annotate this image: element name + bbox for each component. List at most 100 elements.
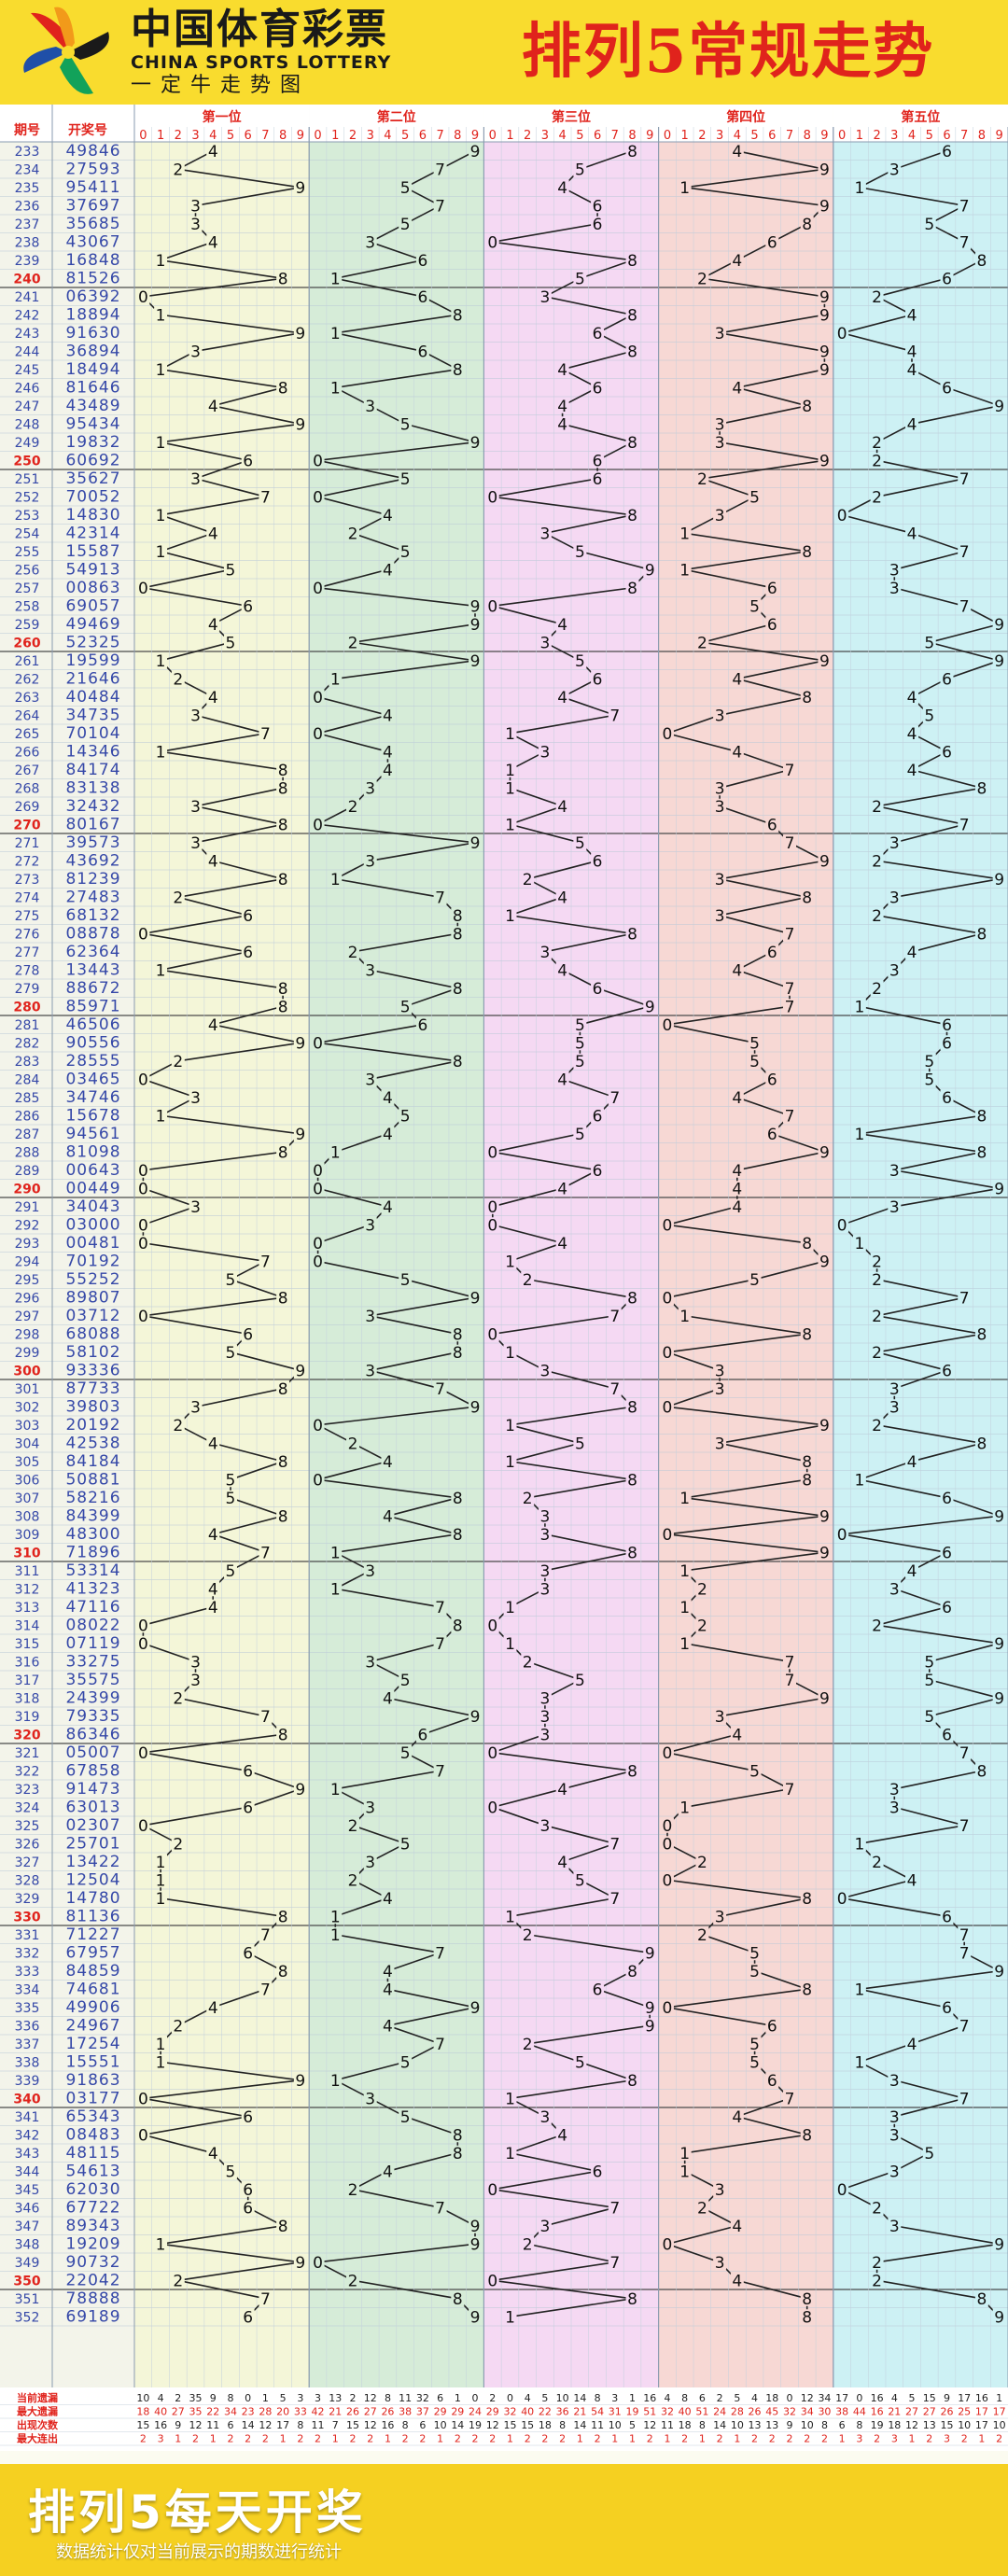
digit-marker-bg — [503, 1909, 517, 1925]
digit-marker-bg — [206, 1581, 220, 1597]
digit-marker-bg — [259, 2290, 273, 2306]
stats-value: 27 — [364, 2406, 377, 2418]
draw-number: 00863 — [65, 579, 120, 597]
digit-marker-bg — [503, 2309, 517, 2325]
digit-marker: 7 — [260, 1981, 271, 1999]
digit-marker: 1 — [505, 779, 515, 798]
digit-marker: 4 — [557, 415, 567, 434]
digit-marker-bg — [223, 1490, 237, 1505]
digit-marker: 1 — [505, 1253, 515, 1271]
stats-value: 42 — [312, 2406, 325, 2418]
stats-value: 1 — [280, 2433, 287, 2445]
draw-number: 22042 — [65, 2272, 120, 2290]
digit-marker: 6 — [942, 270, 952, 288]
stats-value: 23 — [242, 2406, 255, 2418]
digit-marker-bg — [555, 889, 569, 905]
draw-number: 71896 — [65, 1544, 120, 1562]
digit-marker-bg — [713, 871, 727, 887]
stats-value: 2 — [961, 2433, 968, 2445]
digit-marker: 3 — [540, 743, 551, 762]
digit-marker-bg — [555, 416, 569, 432]
digit-marker-bg — [591, 380, 605, 396]
digit-marker: 6 — [593, 1981, 603, 1999]
stats-value: 10 — [609, 2419, 622, 2431]
stats-value: 4 — [664, 2392, 670, 2404]
digit-marker: 4 — [557, 2126, 567, 2145]
stats-value: 40 — [679, 2406, 692, 2418]
digit-marker-bg — [573, 161, 587, 177]
digit-marker-bg — [765, 616, 779, 632]
digit-marker: 5 — [924, 1708, 934, 1727]
digit-marker-bg — [154, 1872, 168, 1888]
digit-marker: 1 — [505, 2090, 515, 2108]
digit-marker-bg — [415, 1727, 429, 1743]
draw-number: 94561 — [65, 1125, 120, 1143]
period-label: 280 — [13, 1001, 40, 1015]
digit-marker-bg — [293, 2254, 307, 2270]
digit-marker-bg — [660, 2236, 674, 2252]
digit-marker: 0 — [138, 288, 148, 307]
digit-marker-bg — [415, 252, 429, 268]
digit-marker-bg — [852, 2054, 866, 2070]
digit-marker: 1 — [330, 1926, 341, 1945]
digit-marker-bg — [888, 1380, 902, 1396]
digit-marker-bg — [259, 1253, 273, 1269]
digit-marker-bg — [660, 725, 674, 741]
digit-marker: 7 — [260, 488, 271, 507]
digit-marker-bg — [800, 889, 814, 905]
digit-marker-bg — [905, 689, 919, 705]
stats-value: 1 — [262, 2392, 269, 2404]
digit-marker-bg — [800, 1235, 814, 1251]
digit-marker-bg — [311, 689, 325, 705]
period-label: 351 — [15, 2292, 40, 2307]
draw-number: 39803 — [65, 1398, 120, 1417]
digit-marker-bg — [171, 1417, 185, 1433]
digit-marker: 8 — [802, 1235, 812, 1253]
period-label: 263 — [15, 691, 40, 706]
stats-value: 3 — [158, 2433, 164, 2445]
stats-value: 8 — [821, 2419, 828, 2431]
digit-marker: 9 — [295, 1781, 305, 1799]
digit-marker-bg — [189, 834, 203, 850]
digit-marker-bg — [469, 616, 483, 632]
digit-marker: 4 — [557, 398, 567, 416]
digit-marker-bg — [381, 1453, 395, 1469]
digit-marker: 5 — [749, 1762, 760, 1781]
digit-marker: 7 — [435, 1380, 445, 1399]
digit-marker-bg — [538, 1817, 552, 1833]
digit-marker: 1 — [854, 1471, 864, 1490]
stats-value: 1 — [629, 2392, 636, 2404]
digit-marker-bg — [555, 179, 569, 195]
digit-marker: 0 — [487, 1216, 497, 1235]
digit-marker: 4 — [732, 1180, 742, 1198]
draw-number: 32432 — [65, 797, 120, 816]
digit-marker: 1 — [679, 1562, 690, 1581]
digit-marker: 1 — [679, 1308, 690, 1326]
digit-marker: 9 — [470, 2218, 481, 2236]
footer-note: 数据统计仅对当前展示的期数进行统计 — [56, 2542, 342, 2562]
digit-marker: 6 — [243, 1762, 253, 1781]
digit-marker-bg — [730, 744, 744, 760]
draw-number: 68088 — [65, 1325, 120, 1344]
digit-marker: 0 — [487, 1325, 497, 1344]
draw-number: 00481 — [65, 1234, 120, 1253]
digit-header-2-6: 6 — [419, 129, 427, 143]
digit-marker-bg — [974, 252, 988, 268]
digit-marker: 5 — [226, 1471, 236, 1490]
period-label: 339 — [15, 2074, 40, 2089]
digit-marker: 7 — [785, 1653, 795, 1672]
digit-marker-bg — [293, 1035, 307, 1051]
digit-marker: 4 — [557, 616, 567, 635]
digit-marker: 9 — [470, 652, 481, 671]
stats-value: 2 — [541, 2433, 548, 2445]
digit-marker-bg — [521, 1490, 535, 1505]
digit-marker-bg — [573, 1053, 587, 1069]
digit-marker: 7 — [959, 2017, 970, 2036]
draw-number: 70192 — [65, 1253, 120, 1271]
digit-marker-bg — [835, 507, 849, 523]
digit-marker-bg — [625, 1763, 639, 1779]
digit-marker-bg — [678, 1562, 692, 1578]
digit-marker: 9 — [470, 1289, 481, 1308]
digit-marker-bg — [399, 2054, 413, 2070]
stats-value: 28 — [731, 2406, 744, 2418]
